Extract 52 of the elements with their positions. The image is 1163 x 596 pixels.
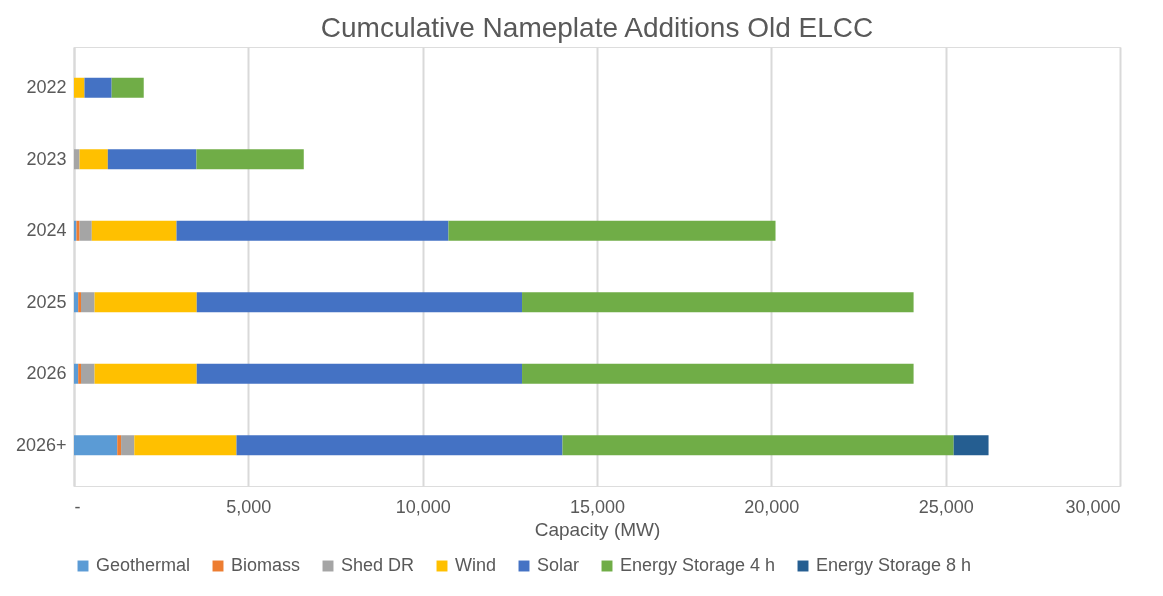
bar: [562, 435, 954, 456]
bar: [74, 77, 85, 98]
y-tick-label: 2026: [26, 363, 67, 384]
bar: [94, 292, 197, 313]
bar: [80, 292, 95, 313]
x-tick-label: 30,000: [1065, 496, 1121, 517]
x-tick-label: 10,000: [395, 496, 451, 517]
legend-label: Energy Storage 8 h: [816, 555, 972, 575]
bar: [94, 363, 197, 384]
bar: [134, 435, 237, 456]
bar: [121, 435, 135, 456]
bar: [74, 149, 80, 170]
y-tick-label: 2026+: [15, 434, 67, 455]
bar: [953, 435, 989, 456]
bar: [79, 220, 92, 241]
bar: [74, 435, 118, 456]
bar: [522, 292, 914, 313]
bar: [74, 363, 79, 384]
bar: [111, 77, 144, 98]
bar: [196, 363, 523, 384]
x-tick-label: -: [74, 496, 81, 517]
x-tick-label: 5,000: [226, 496, 272, 517]
x-axis-title: Capacity (MW): [534, 518, 661, 540]
legend-label: Shed DR: [341, 555, 415, 575]
bar: [107, 149, 197, 170]
bar: [117, 435, 122, 456]
bar: [80, 363, 95, 384]
y-tick-label: 2024: [26, 220, 67, 241]
bar: [74, 292, 79, 313]
bar: [236, 435, 563, 456]
bar: [522, 363, 914, 384]
x-tick-label: 20,000: [744, 496, 800, 517]
bar: [448, 220, 776, 241]
bar: [78, 292, 81, 313]
bar: [91, 220, 177, 241]
chart-title: Cumculative Nameplate Additions Old ELCC: [320, 12, 874, 43]
legend-label: Biomass: [231, 555, 301, 575]
legend-label: Geothermal: [96, 555, 191, 575]
bar: [78, 363, 81, 384]
legend-label: Solar: [537, 555, 580, 575]
y-tick-label: 2025: [26, 291, 67, 312]
bar: [176, 220, 449, 241]
bar: [79, 149, 108, 170]
y-tick-label: 2022: [26, 77, 67, 98]
bar: [196, 149, 304, 170]
bar: [84, 77, 112, 98]
legend-label: Wind: [455, 555, 497, 575]
bar: [196, 292, 523, 313]
x-tick-label: 25,000: [918, 496, 974, 517]
x-tick-label: 15,000: [569, 496, 626, 517]
y-tick-label: 2023: [26, 148, 67, 169]
legend-label: Energy Storage 4 h: [620, 555, 776, 575]
